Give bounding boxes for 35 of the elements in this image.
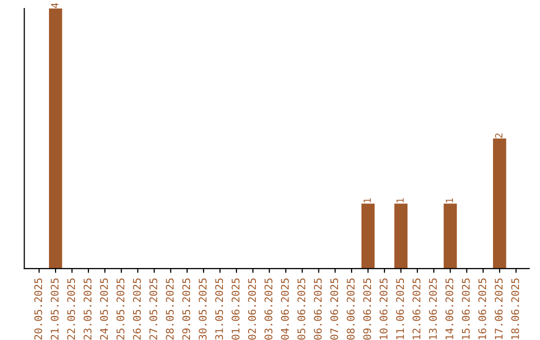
- x-tick-label: 13.06.2025: [428, 278, 437, 340]
- data-label: 2: [495, 134, 502, 138]
- x-tick-label: 30.05.2025: [198, 278, 207, 340]
- data-label: 1: [396, 198, 404, 202]
- data-label: 1: [364, 198, 371, 202]
- x-tick-label: 07.06.2025: [330, 278, 338, 340]
- x-tick-label: 02.06.2025: [248, 278, 256, 340]
- x-tick-label: 09.06.2025: [363, 278, 372, 340]
- x-tick-label: 12.06.2025: [412, 278, 420, 340]
- x-tick-label: 23.05.2025: [84, 278, 92, 340]
- x-tick-label: 27.05.2025: [149, 278, 158, 340]
- x-tick-label: 18.06.2025: [511, 278, 520, 340]
- x-tick-label: 24.05.2025: [100, 278, 108, 340]
- x-tick-label: 21.05.2025: [50, 278, 59, 340]
- x-tick-label: 03.06.2025: [264, 278, 272, 340]
- x-tick-label: 22.05.2025: [67, 278, 76, 340]
- x-tick-label: 06.06.2025: [314, 278, 322, 340]
- x-tick-label: 26.05.2025: [132, 278, 141, 340]
- x-tick-label: 16.06.2025: [478, 278, 486, 340]
- x-tick-label: 05.06.2025: [297, 278, 306, 340]
- x-tick-label: 14.06.2025: [445, 278, 454, 340]
- x-tick-label: 10.06.2025: [380, 278, 388, 340]
- x-tick-label: 31.05.2025: [215, 278, 224, 340]
- data-label: 4: [51, 3, 58, 8]
- x-tick-label: 08.06.2025: [346, 278, 355, 340]
- x-tick-label: 29.05.2025: [182, 278, 190, 340]
- x-tick-label: 04.06.2025: [280, 278, 289, 340]
- x-tick-label: 11.06.2025: [396, 278, 404, 340]
- x-tick-label: 01.06.2025: [232, 278, 240, 340]
- x-tick-label: 15.06.2025: [462, 278, 470, 340]
- x-tick-label: 28.05.2025: [166, 278, 174, 340]
- x-tick-label: 25.05.2025: [116, 278, 124, 340]
- x-tick-label: 20.05.2025: [34, 278, 42, 340]
- data-label: 1: [446, 198, 453, 202]
- x-tick-label: 17.06.2025: [494, 278, 503, 340]
